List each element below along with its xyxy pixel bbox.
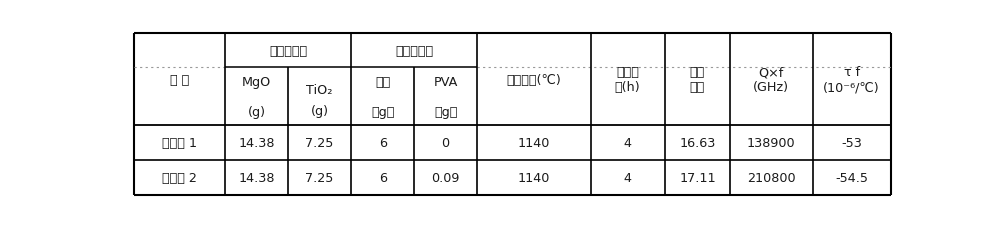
Text: 一次配料量: 一次配料量 — [269, 45, 307, 58]
Text: Q×f
(GHz): Q×f (GHz) — [753, 66, 789, 94]
Text: 7.25: 7.25 — [305, 171, 334, 184]
Text: MgO

(g): MgO (g) — [242, 76, 271, 118]
Text: 17.11: 17.11 — [679, 171, 716, 184]
Text: 粉料

（g）: 粉料 （g） — [371, 76, 394, 118]
Text: 4: 4 — [624, 137, 632, 150]
Text: 0: 0 — [442, 137, 450, 150]
Text: 编 号: 编 号 — [170, 74, 189, 86]
Text: 14.38: 14.38 — [238, 137, 275, 150]
Text: 6: 6 — [379, 171, 387, 184]
Text: 16.63: 16.63 — [679, 137, 716, 150]
Text: 14.38: 14.38 — [238, 171, 275, 184]
Text: PVA

（g）: PVA （g） — [433, 76, 458, 118]
Text: 烧结温度(℃): 烧结温度(℃) — [507, 74, 561, 86]
Text: (g): (g) — [311, 104, 329, 117]
Text: 4: 4 — [624, 171, 632, 184]
Text: -54.5: -54.5 — [835, 171, 868, 184]
Text: 138900: 138900 — [747, 137, 796, 150]
Text: 7.25: 7.25 — [305, 137, 334, 150]
Text: 6: 6 — [379, 137, 387, 150]
Text: 保温时
间(h): 保温时 间(h) — [615, 66, 640, 94]
Text: 实施例 2: 实施例 2 — [162, 171, 197, 184]
Text: 二次配料量: 二次配料量 — [395, 45, 433, 58]
Text: 实施例 1: 实施例 1 — [162, 137, 197, 150]
Text: 1140: 1140 — [518, 137, 550, 150]
Text: τ f
(10⁻⁶/℃): τ f (10⁻⁶/℃) — [823, 66, 880, 94]
Text: -53: -53 — [841, 137, 862, 150]
Text: 210800: 210800 — [747, 171, 796, 184]
Text: 0.09: 0.09 — [431, 171, 460, 184]
Text: 1140: 1140 — [518, 171, 550, 184]
Text: TiO₂: TiO₂ — [306, 84, 333, 96]
Text: 介电
常数: 介电 常数 — [690, 66, 705, 94]
